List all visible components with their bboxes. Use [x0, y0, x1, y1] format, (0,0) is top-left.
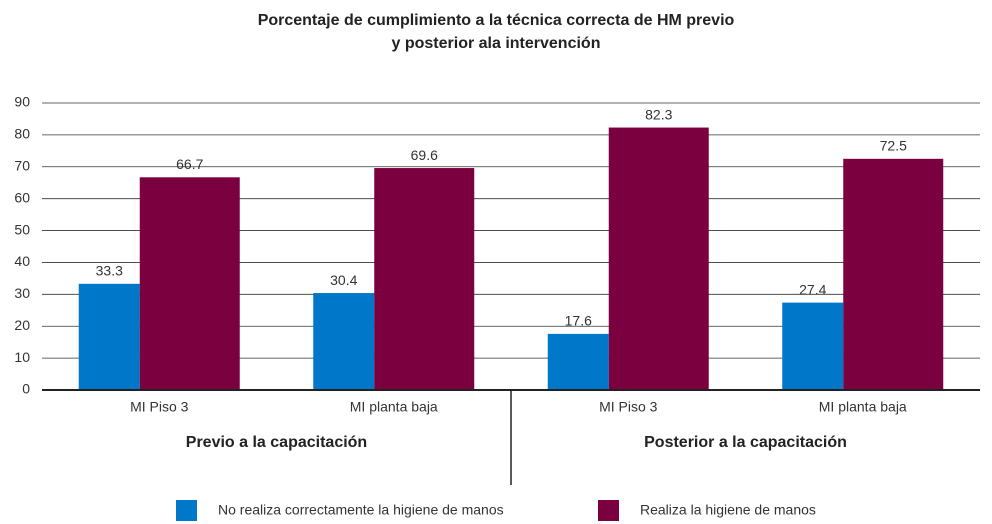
bar — [782, 302, 844, 390]
legend-label: No realiza correctamente la higiene de m… — [218, 502, 504, 518]
data-label: 66.7 — [176, 156, 203, 172]
legend-swatch — [176, 500, 197, 521]
y-tick-label: 90 — [14, 94, 30, 110]
group-label: Posterior a la capacitación — [644, 434, 847, 451]
y-tick-label: 10 — [14, 349, 30, 365]
bar — [139, 177, 240, 390]
chart-title: y posterior ala intervención — [392, 35, 601, 52]
x-tick-label: MI planta baja — [350, 399, 438, 415]
bar — [608, 127, 709, 390]
y-tick-label: 70 — [14, 157, 30, 173]
y-tick-label: 20 — [14, 317, 30, 333]
data-label: 30.4 — [330, 272, 357, 288]
y-tick-label: 50 — [14, 221, 30, 237]
x-tick-label: MI Piso 3 — [599, 399, 658, 415]
y-tick-label: 60 — [14, 189, 30, 205]
bar — [313, 293, 375, 390]
bar — [547, 333, 609, 390]
y-tick-label: 0 — [22, 381, 30, 397]
data-label: 82.3 — [645, 106, 672, 122]
legend-label: Realiza la higiene de manos — [640, 502, 816, 518]
x-tick-label: MI Piso 3 — [130, 399, 189, 415]
data-label: 27.4 — [799, 281, 826, 297]
y-tick-label: 80 — [14, 126, 30, 142]
data-label: 33.3 — [96, 263, 123, 279]
bar — [843, 158, 944, 390]
bar — [78, 283, 140, 390]
data-label: 72.5 — [880, 138, 907, 154]
bar — [374, 168, 475, 390]
x-tick-label: MI planta baja — [819, 399, 907, 415]
chart-title: Porcentaje de cumplimiento a la técnica … — [258, 12, 735, 29]
y-tick-label: 30 — [14, 285, 30, 301]
y-tick-label: 40 — [14, 253, 30, 269]
data-label: 69.6 — [411, 147, 438, 163]
group-label: Previo a la capacitación — [186, 434, 367, 451]
data-label: 17.6 — [565, 313, 592, 329]
legend-swatch — [598, 500, 619, 521]
